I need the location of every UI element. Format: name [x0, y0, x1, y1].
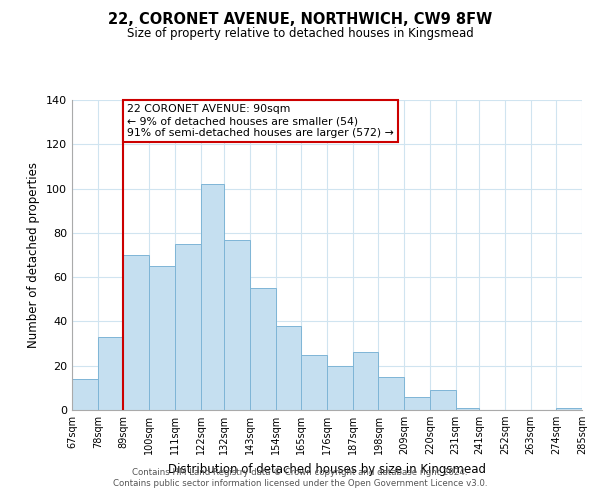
Bar: [455, 408, 479, 410]
Bar: [149, 266, 175, 410]
Text: Contains HM Land Registry data © Crown copyright and database right 2024.
Contai: Contains HM Land Registry data © Crown c…: [113, 468, 487, 487]
Text: 22, CORONET AVENUE, NORTHWICH, CW9 8FW: 22, CORONET AVENUE, NORTHWICH, CW9 8FW: [108, 12, 492, 28]
Bar: [379, 377, 404, 410]
Bar: [200, 184, 224, 410]
Bar: [72, 379, 98, 410]
Bar: [124, 255, 149, 410]
Bar: [224, 240, 250, 410]
X-axis label: Distribution of detached houses by size in Kingsmead: Distribution of detached houses by size …: [168, 462, 486, 475]
Bar: [556, 408, 582, 410]
Bar: [275, 326, 301, 410]
Bar: [250, 288, 275, 410]
Y-axis label: Number of detached properties: Number of detached properties: [28, 162, 40, 348]
Bar: [353, 352, 379, 410]
Bar: [327, 366, 353, 410]
Bar: [175, 244, 200, 410]
Text: Size of property relative to detached houses in Kingsmead: Size of property relative to detached ho…: [127, 28, 473, 40]
Bar: [301, 354, 327, 410]
Bar: [98, 337, 124, 410]
Bar: [404, 396, 430, 410]
Bar: [430, 390, 455, 410]
Text: 22 CORONET AVENUE: 90sqm
← 9% of detached houses are smaller (54)
91% of semi-de: 22 CORONET AVENUE: 90sqm ← 9% of detache…: [127, 104, 394, 138]
